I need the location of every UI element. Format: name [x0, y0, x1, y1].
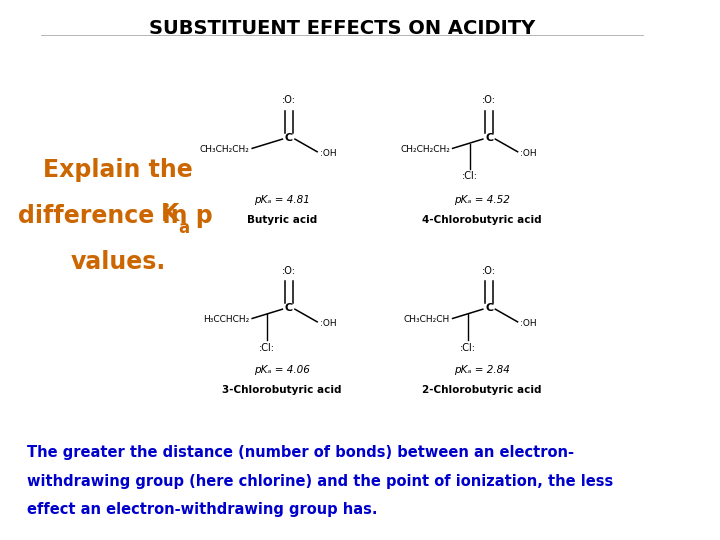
Text: :OH: :OH	[320, 149, 336, 158]
Text: 2-Chlorobutyric acid: 2-Chlorobutyric acid	[423, 385, 542, 395]
Text: C: C	[284, 303, 293, 313]
Text: The greater the distance (number of bonds) between an electron-: The greater the distance (number of bond…	[27, 446, 574, 461]
Text: C: C	[284, 133, 293, 143]
Text: :Cl:: :Cl:	[459, 343, 475, 353]
Text: pKₐ = 4.81: pKₐ = 4.81	[253, 195, 310, 205]
Text: CH₃CH₂CH: CH₃CH₂CH	[404, 315, 450, 324]
Text: :Cl:: :Cl:	[462, 171, 478, 181]
Text: pKₐ = 2.84: pKₐ = 2.84	[454, 366, 510, 375]
Text: a: a	[178, 219, 189, 238]
Text: 3-Chlorobutyric acid: 3-Chlorobutyric acid	[222, 385, 341, 395]
Text: pKₐ = 4.52: pKₐ = 4.52	[454, 195, 510, 205]
Text: 4-Chlorobutyric acid: 4-Chlorobutyric acid	[423, 215, 542, 225]
Text: values.: values.	[71, 250, 166, 274]
Text: K: K	[161, 202, 179, 226]
Text: C: C	[485, 303, 493, 313]
Text: :OH: :OH	[521, 319, 537, 328]
Text: effect an electron-withdrawing group has.: effect an electron-withdrawing group has…	[27, 502, 377, 517]
Text: :O:: :O:	[482, 266, 496, 275]
Text: CH₃CH₂CH₂: CH₃CH₂CH₂	[200, 145, 250, 154]
Text: Butyric acid: Butyric acid	[246, 215, 317, 225]
Text: :OH: :OH	[521, 149, 537, 158]
Text: :O:: :O:	[282, 96, 296, 105]
Text: SUBSTITUENT EFFECTS ON ACIDITY: SUBSTITUENT EFFECTS ON ACIDITY	[149, 19, 535, 38]
Text: CH₂CH₂CH₂: CH₂CH₂CH₂	[400, 145, 450, 154]
Text: Explain the: Explain the	[43, 158, 193, 182]
Text: H₃CCHCH₂: H₃CCHCH₂	[204, 315, 250, 324]
Text: :OH: :OH	[320, 319, 336, 328]
Text: C: C	[485, 133, 493, 143]
Text: :O:: :O:	[282, 266, 296, 275]
Text: :O:: :O:	[482, 96, 496, 105]
Text: withdrawing group (here chlorine) and the point of ionization, the less: withdrawing group (here chlorine) and th…	[27, 474, 613, 489]
Text: pKₐ = 4.06: pKₐ = 4.06	[253, 366, 310, 375]
Text: :Cl:: :Cl:	[259, 343, 275, 353]
Text: difference in p: difference in p	[17, 204, 212, 228]
